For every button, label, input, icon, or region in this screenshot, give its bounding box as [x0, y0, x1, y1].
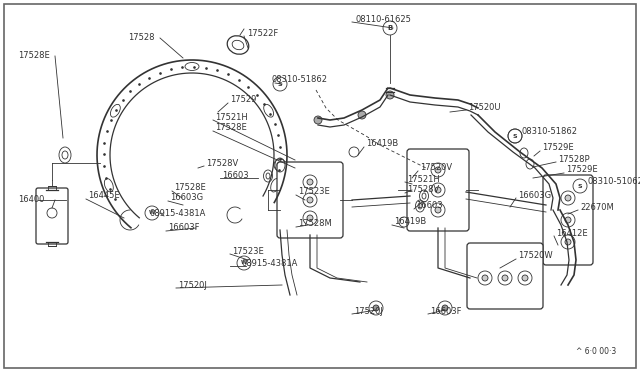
Text: 16603F: 16603F — [168, 224, 200, 232]
Circle shape — [314, 116, 322, 124]
Text: 17528M: 17528M — [298, 219, 332, 228]
Text: 17523E: 17523E — [298, 187, 330, 196]
Text: ^ 6·0 00·3: ^ 6·0 00·3 — [576, 347, 616, 356]
Text: 08310-51862: 08310-51862 — [522, 128, 578, 137]
Text: 17528V: 17528V — [206, 158, 238, 167]
Text: 17528E: 17528E — [174, 183, 205, 192]
Circle shape — [565, 239, 571, 245]
Circle shape — [386, 91, 394, 99]
Text: 08915-4381A: 08915-4381A — [150, 208, 206, 218]
Text: 16603: 16603 — [222, 170, 248, 180]
Text: 08915-4381A: 08915-4381A — [242, 259, 298, 267]
Text: 16603F: 16603F — [430, 307, 461, 315]
Circle shape — [307, 179, 313, 185]
Text: 17520U: 17520U — [468, 103, 500, 112]
Text: 17520W: 17520W — [518, 251, 552, 260]
Text: 16445E: 16445E — [88, 192, 120, 201]
FancyBboxPatch shape — [407, 149, 469, 231]
Circle shape — [307, 215, 313, 221]
FancyBboxPatch shape — [467, 243, 543, 309]
Text: 17520V: 17520V — [420, 164, 452, 173]
Text: 08110-61625: 08110-61625 — [355, 16, 411, 25]
Text: 17528: 17528 — [128, 33, 154, 42]
Text: 17529E: 17529E — [542, 144, 573, 153]
Text: 17520J: 17520J — [178, 280, 207, 289]
Text: 17528E: 17528E — [18, 51, 50, 61]
FancyBboxPatch shape — [277, 162, 343, 238]
Text: S: S — [513, 134, 517, 138]
Text: 17521H: 17521H — [407, 174, 440, 183]
Text: 17521H: 17521H — [215, 112, 248, 122]
Text: S: S — [578, 183, 582, 189]
Circle shape — [442, 305, 448, 311]
Text: 17522F: 17522F — [247, 29, 278, 38]
Circle shape — [435, 167, 441, 173]
Text: W: W — [149, 211, 155, 215]
Text: 17529E: 17529E — [566, 166, 598, 174]
Text: 16412E: 16412E — [556, 228, 588, 237]
Circle shape — [358, 111, 366, 119]
Circle shape — [565, 217, 571, 223]
Text: 16603G: 16603G — [170, 193, 203, 202]
Text: 17523E: 17523E — [232, 247, 264, 256]
Text: 16419B: 16419B — [366, 140, 398, 148]
Text: 17528V: 17528V — [407, 186, 439, 195]
Circle shape — [435, 187, 441, 193]
Text: 17529: 17529 — [230, 96, 257, 105]
Text: 16603: 16603 — [416, 202, 443, 211]
Text: 16400: 16400 — [18, 196, 44, 205]
Text: 17528P: 17528P — [558, 154, 589, 164]
FancyBboxPatch shape — [36, 188, 68, 244]
Text: 16603G: 16603G — [518, 190, 551, 199]
Circle shape — [522, 275, 528, 281]
Circle shape — [373, 305, 379, 311]
Text: B: B — [387, 25, 392, 31]
Circle shape — [307, 197, 313, 203]
Text: 16419B: 16419B — [394, 218, 426, 227]
Text: 17520J: 17520J — [354, 307, 383, 315]
Text: 08310-51862: 08310-51862 — [271, 76, 327, 84]
Circle shape — [482, 275, 488, 281]
Text: W: W — [241, 260, 247, 266]
Circle shape — [502, 275, 508, 281]
Text: S: S — [278, 81, 282, 87]
FancyBboxPatch shape — [543, 175, 593, 265]
Text: 17528E: 17528E — [215, 124, 247, 132]
Text: 08310-51062: 08310-51062 — [588, 177, 640, 186]
Text: 22670M: 22670M — [580, 202, 614, 212]
Circle shape — [565, 195, 571, 201]
Circle shape — [435, 207, 441, 213]
